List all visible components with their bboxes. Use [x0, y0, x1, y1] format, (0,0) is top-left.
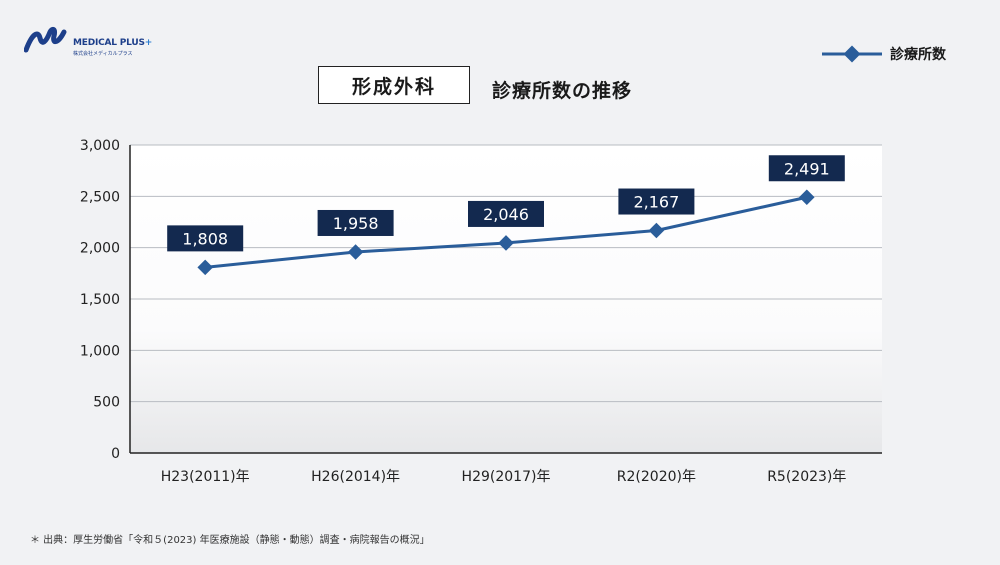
- data-point-marker: [648, 222, 665, 239]
- data-point-marker: [799, 189, 815, 206]
- chart-title: 診療所数の推移: [492, 80, 633, 102]
- y-tick-label: 0: [111, 446, 120, 462]
- data-label-box: [468, 200, 544, 227]
- data-label-box: [317, 209, 394, 236]
- data-point-marker: [197, 259, 213, 276]
- legend-label: 診療所数: [890, 47, 946, 63]
- brand-logo: [23, 24, 154, 62]
- data-label: 2,167: [633, 193, 679, 212]
- brand-plus: +: [144, 38, 153, 48]
- data-label-box: [768, 155, 845, 182]
- y-tick-label: 1,000: [80, 343, 120, 359]
- brand-logo-icon: [23, 26, 67, 53]
- legend-line-marker-icon: [822, 45, 882, 63]
- data-point-marker: [498, 235, 514, 251]
- specialty-title: 形成外科: [318, 66, 470, 104]
- legend: 診療所数: [822, 40, 946, 68]
- data-label-box: [618, 188, 695, 215]
- data-label: 2,491: [784, 159, 830, 178]
- x-tick-label: H26(2014)年: [311, 469, 400, 485]
- data-label-box: [167, 225, 244, 252]
- x-tick-label: H29(2017)年: [462, 469, 551, 485]
- x-tick-label: R2(2020)年: [617, 469, 696, 485]
- data-point-marker: [347, 244, 364, 260]
- data-label: 1,808: [182, 229, 228, 248]
- brand-subtitle: 株式会社メディカルプラス: [73, 51, 133, 57]
- brand-name: MEDICAL PLUS+: [73, 38, 153, 48]
- y-tick-label: 2,000: [80, 241, 120, 257]
- y-tick-label: 2,500: [80, 189, 120, 205]
- x-tick-label: R5(2023)年: [767, 469, 846, 485]
- y-tick-label: 3,000: [80, 138, 120, 154]
- data-label: 2,046: [483, 205, 529, 224]
- footnote: ＊ 出典：厚生労働省「令和５(2023) 年医療施設（静態・動態）調査・病院報告…: [30, 535, 430, 546]
- data-label: 1,958: [333, 214, 379, 233]
- x-tick-label: H23(2011)年: [161, 469, 250, 485]
- y-tick-label: 1,500: [80, 292, 120, 308]
- y-tick-label: 500: [93, 395, 120, 411]
